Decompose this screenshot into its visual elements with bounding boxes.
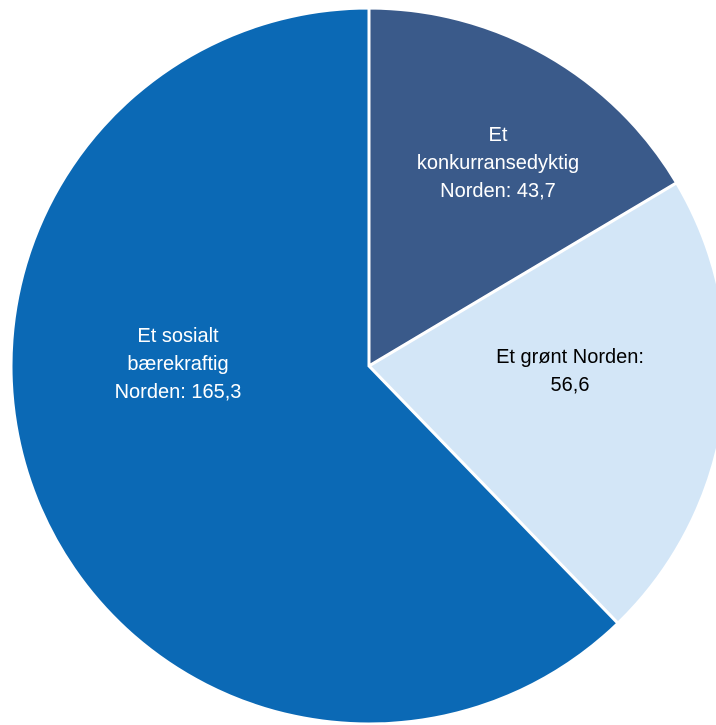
slice-label-2: Et sosialt bærekraftig Norden: 165,3 [115, 325, 242, 403]
slice-label-line: Et sosialt [137, 325, 219, 347]
pie-labels: Et konkurransedyktig Norden: 43,7 Et grønt … [115, 124, 644, 403]
pie-slice-1 [366, 180, 716, 626]
pie-slice-0 [367, 6, 679, 369]
slice-label-line: Et grønt Norden: [496, 346, 644, 368]
slice-label-line: Et [489, 124, 508, 146]
pie-slices [9, 6, 716, 725]
slice-label-line: konkurransedyktig [417, 152, 579, 174]
slice-label-line: bærekraftig [127, 353, 228, 375]
slice-label-line: Norden: 43,7 [440, 180, 556, 202]
slice-label-line: Norden: 165,3 [115, 381, 242, 403]
pie-slice-2 [9, 6, 621, 725]
slice-label-0: Et konkurransedyktig Norden: 43,7 [417, 124, 579, 202]
slice-label-1: Et grønt Norden: 56,6 [496, 346, 644, 396]
slice-label-line: 56,6 [551, 374, 590, 396]
